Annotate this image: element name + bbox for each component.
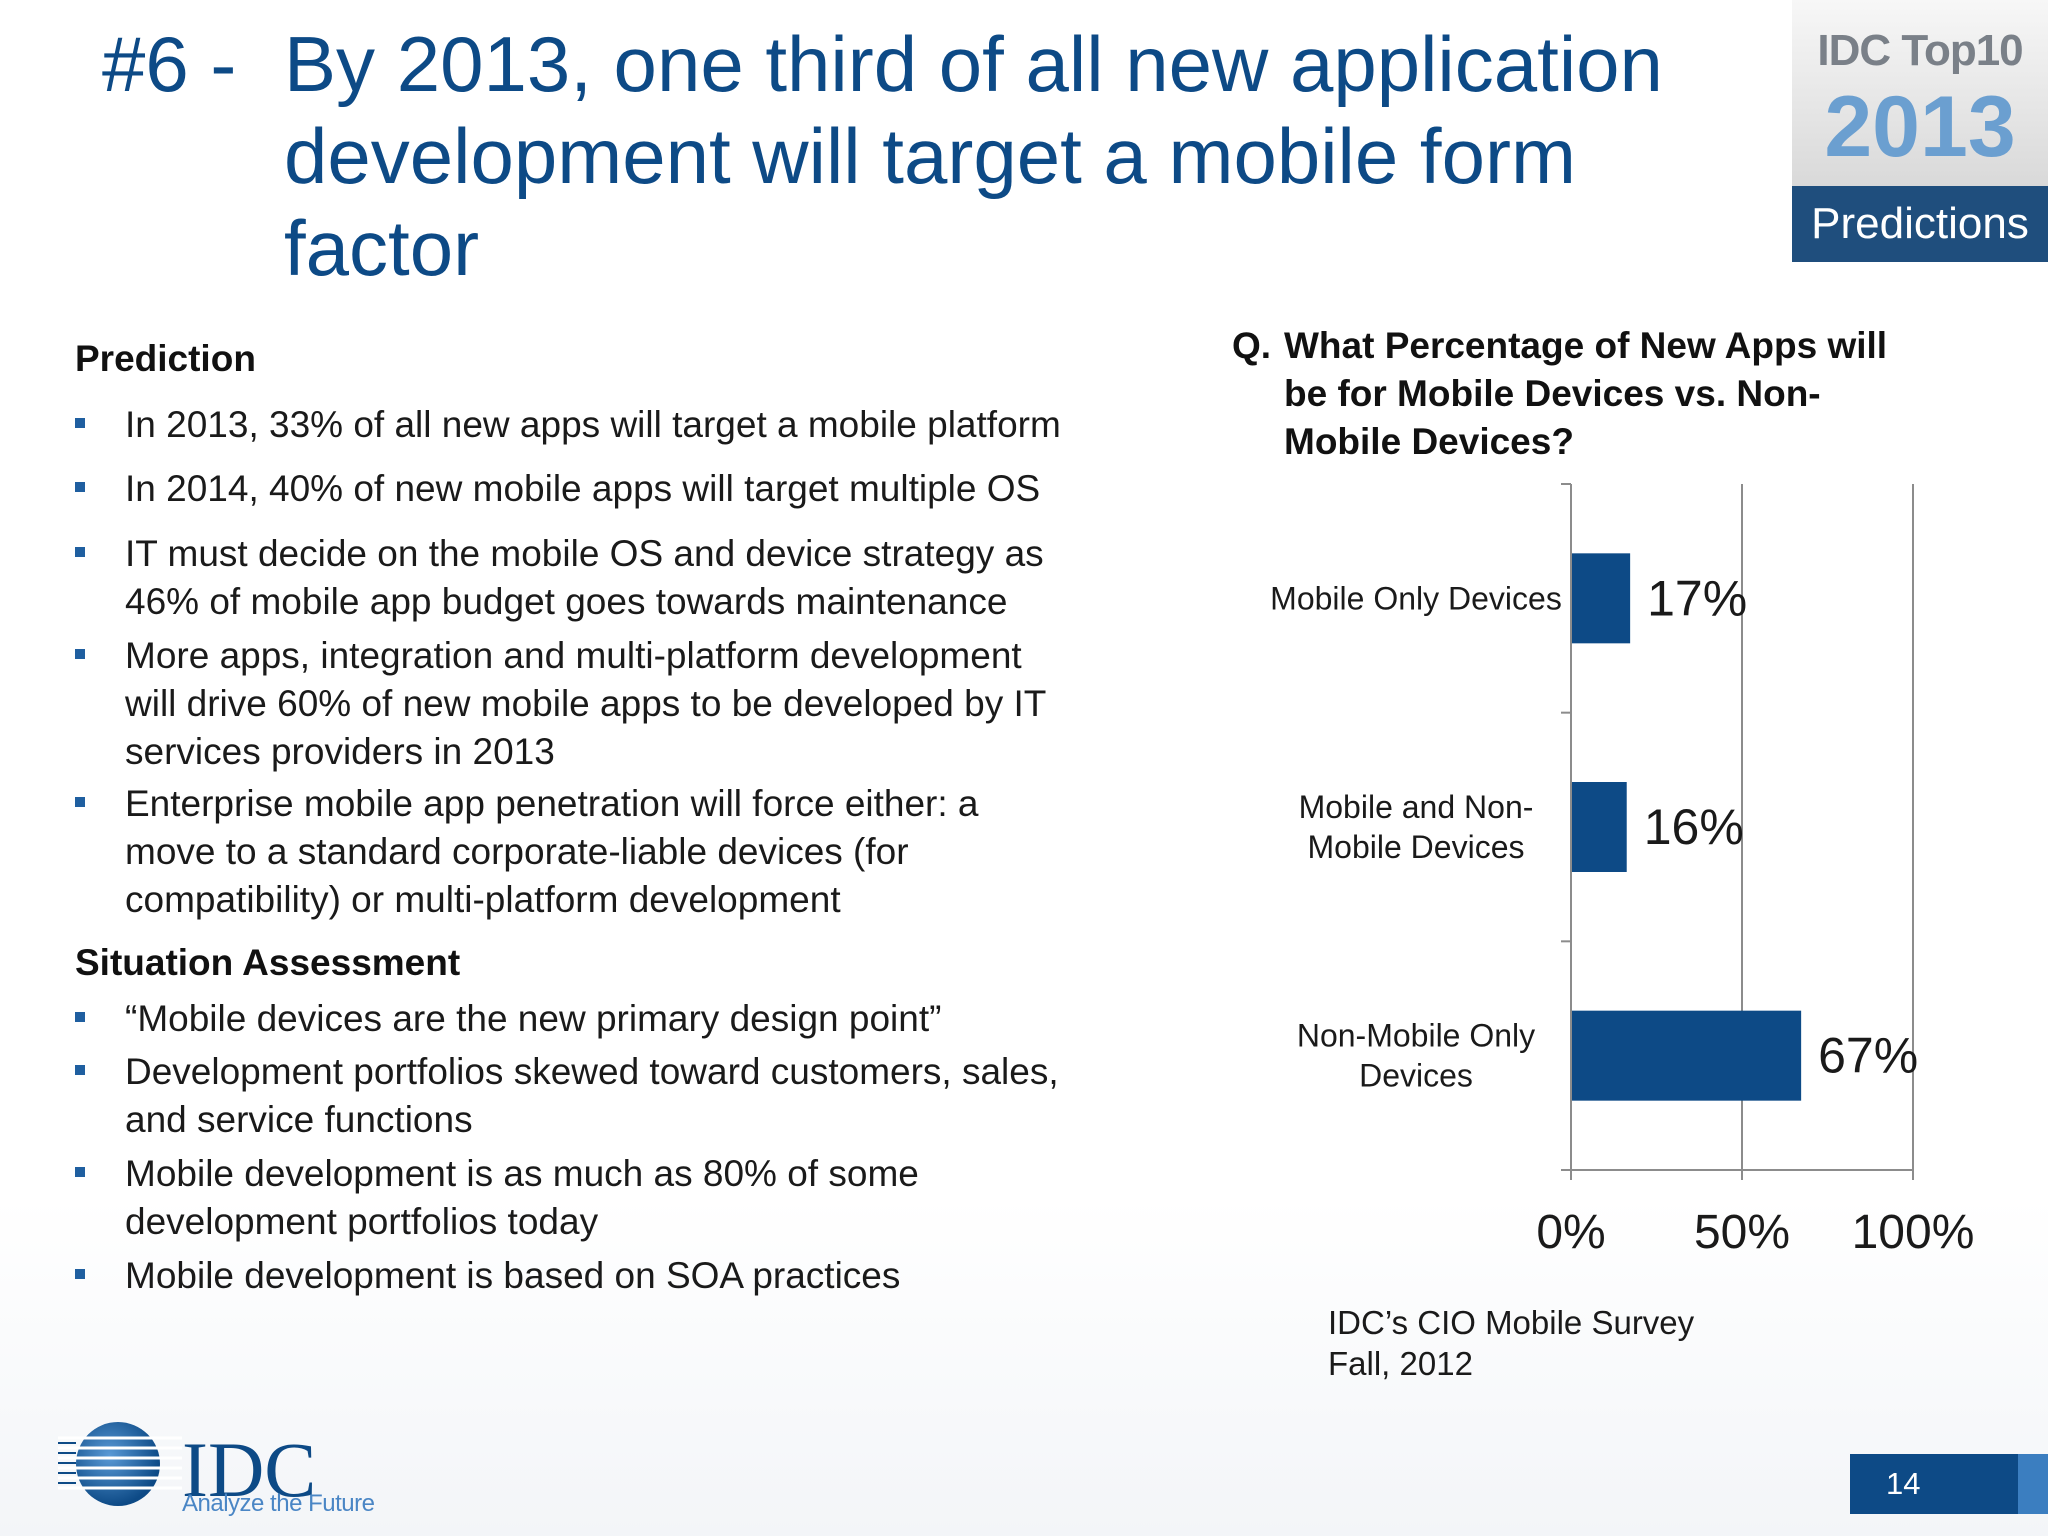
category-label: Mobile and Non-: [1299, 789, 1534, 825]
title-line: By 2013, one third of all new applicatio…: [284, 20, 1663, 108]
category-label: Non-Mobile Only: [1297, 1018, 1535, 1054]
bullet-square-icon: [75, 1269, 85, 1279]
logo-tagline: Analyze the Future: [182, 1490, 375, 1517]
bullet-line: services providers in 2013: [125, 731, 555, 772]
bullet-square-icon: [75, 482, 85, 492]
question-line: Mobile Devices?: [1284, 421, 1574, 462]
bullet-square-icon: [75, 797, 85, 807]
prediction-heading: Prediction: [75, 338, 256, 379]
bullet-line: In 2014, 40% of new mobile apps will tar…: [125, 468, 1041, 509]
chart-source: IDC’s CIO Mobile Survey Fall, 2012: [1328, 1302, 1694, 1384]
badge-predictions-label: Predictions: [1792, 186, 2048, 262]
question-prefix: Q.: [1232, 325, 1272, 366]
data-label: 16%: [1644, 799, 1744, 855]
bullet-line: More apps, integration and multi-platfor…: [125, 635, 1022, 676]
bullet-line: will drive 60% of new mobile apps to be …: [125, 683, 1047, 724]
title-line: factor: [284, 204, 480, 292]
bullet-line: Enterprise mobile app penetration will f…: [125, 783, 979, 824]
x-tick-label: 100%: [1852, 1206, 1975, 1259]
bullet-line: Mobile development is as much as 80% of …: [125, 1153, 919, 1194]
idc-top10-badge: IDC Top10 2013 Predictions: [1792, 0, 2048, 262]
bar-1: [1572, 782, 1627, 872]
bullet-line: development portfolios today: [125, 1201, 599, 1242]
category-label: Mobile Devices: [1308, 829, 1525, 865]
bullet-line: compatibility) or multi-platform develop…: [125, 879, 841, 920]
bar-2: [1572, 1010, 1802, 1101]
title-line: development will target a mobile form: [284, 112, 1576, 200]
bullet-line: 46% of mobile app budget goes towards ma…: [125, 581, 1008, 622]
page-number-edge: [2018, 1454, 2048, 1514]
badge-top-panel: [1792, 0, 2048, 186]
x-tick-label: 0%: [1536, 1206, 1605, 1259]
page-number: 14: [1850, 1454, 2018, 1514]
bar-0: [1572, 553, 1631, 644]
question-line: What Percentage of New Apps will: [1284, 325, 1888, 366]
question-line: be for Mobile Devices vs. Non-: [1284, 373, 1821, 414]
bullet-line: Development portfolios skewed toward cus…: [125, 1051, 1059, 1092]
bullet-line: IT must decide on the mobile OS and devi…: [125, 533, 1044, 574]
category-label: Mobile Only Devices: [1270, 580, 1562, 616]
bullet-square-icon: [75, 1167, 85, 1177]
bullet-line: In 2013, 33% of all new apps will target…: [125, 404, 1061, 445]
data-label: 67%: [1818, 1028, 1918, 1084]
globe-icon: [76, 1422, 160, 1506]
logo-wordmark: IDC: [182, 1426, 316, 1513]
data-label: 17%: [1647, 570, 1747, 626]
idc-logo: IDC: [58, 1422, 316, 1513]
bullet-line: move to a standard corporate-liable devi…: [125, 831, 909, 872]
bullet-square-icon: [75, 418, 85, 428]
slide-number-label: #6 -: [102, 20, 237, 108]
badge-top10-text: IDC Top10: [1817, 26, 2023, 75]
bullet-square-icon: [75, 649, 85, 659]
badge-year: 2013: [1824, 79, 2016, 175]
x-tick-label: 50%: [1694, 1206, 1790, 1259]
slide-title: By 2013, one third of all new applicatio…: [284, 18, 1744, 294]
bullet-line: and service functions: [125, 1099, 473, 1140]
bullet-line: “Mobile devices are the new primary desi…: [125, 998, 942, 1039]
bullet-square-icon: [75, 1065, 85, 1075]
source-line: Fall, 2012: [1328, 1345, 1473, 1382]
bullet-square-icon: [75, 1012, 85, 1022]
source-line: IDC’s CIO Mobile Survey: [1328, 1304, 1695, 1341]
bullet-square-icon: [75, 547, 85, 557]
bullet-line: Mobile development is based on SOA pract…: [125, 1255, 901, 1296]
category-label: Devices: [1359, 1058, 1473, 1094]
situation-heading: Situation Assessment: [75, 942, 461, 983]
